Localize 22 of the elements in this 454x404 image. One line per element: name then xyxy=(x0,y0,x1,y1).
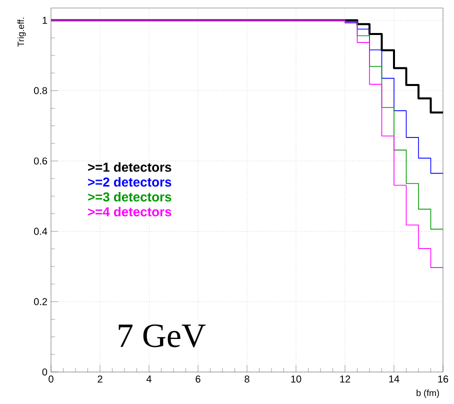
x-tick-label: 14 xyxy=(389,376,400,382)
y-tick-label: 0.8 xyxy=(34,87,48,94)
x-tick-label: 0 xyxy=(48,376,54,383)
y-tick-label: 0 xyxy=(42,368,48,376)
y-tick-label: 0.4 xyxy=(34,228,48,235)
text: >=3 detectors xyxy=(88,192,172,202)
x-tick-label: 8 xyxy=(244,376,250,383)
text: >=1 detectors xyxy=(88,162,172,172)
x-tick-label: 6 xyxy=(196,376,200,383)
x-tick-label: 4 xyxy=(146,376,152,382)
text: >=4 detectors xyxy=(88,206,172,216)
x-axis-title: b (fm) xyxy=(416,390,439,398)
text: >=2 detectors xyxy=(88,177,172,187)
y-tick-label: 0.2 xyxy=(34,298,47,306)
y-tick-label: 1 xyxy=(42,16,47,24)
x-tick-label: 16 xyxy=(438,376,448,383)
annotation: 7 GeV xyxy=(118,324,206,348)
x-tick-label: 2 xyxy=(98,376,102,382)
x-tick-label: 12 xyxy=(340,376,350,382)
y-axis-title: Trig.eff. xyxy=(17,18,26,47)
x-tick-label: 10 xyxy=(291,376,302,383)
y-tick-label: 0.6 xyxy=(34,157,48,165)
